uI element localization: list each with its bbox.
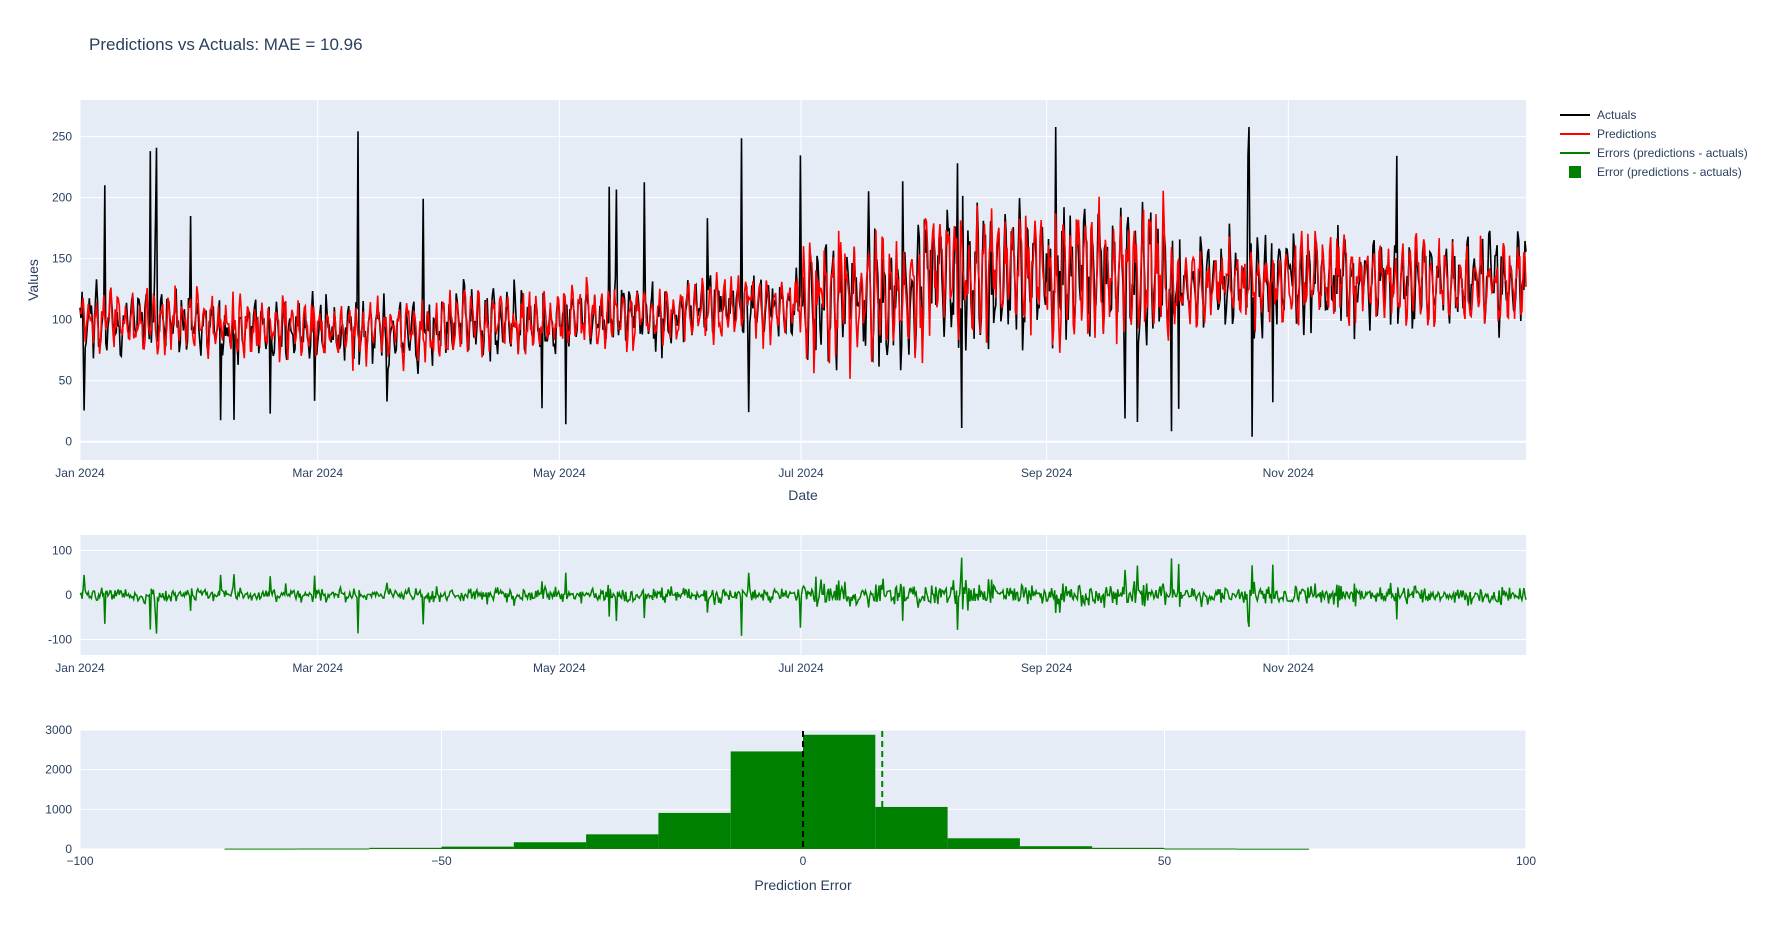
series-line-predictions [79,190,1527,379]
legend-item-label: Error (predictions - actuals) [1597,165,1742,179]
histogram-bar [1164,848,1237,850]
y-tick-label: 1000 [45,802,72,816]
histogram-bar [296,848,370,850]
histogram-bar [1019,846,1093,849]
x-tick-label: May 2024 [533,661,586,675]
y-tick-label: 2000 [45,763,72,777]
legend-item-label: Actuals [1597,108,1636,122]
x-tick-label: 50 [1158,854,1172,868]
x-tick-label: Jan 2024 [55,466,105,480]
histogram-bar [875,806,948,849]
y-tick-label: 50 [59,374,73,388]
x-tick-label: Mar 2024 [292,466,343,480]
x-tick-label: Jul 2024 [778,661,824,675]
y-tick-label: 100 [52,544,72,558]
histogram-bar [1236,848,1310,850]
x-tick-label: 0 [800,854,807,868]
y-tick-label: 0 [65,842,72,856]
histogram-bar [803,734,876,849]
x-axis-title: Date [788,487,818,503]
series-line-errors [79,557,1527,636]
y-tick-label: 100 [52,313,72,327]
x-tick-label: Nov 2024 [1263,661,1315,675]
legend-item-label: Errors (predictions - actuals) [1597,146,1748,160]
legend: Actuals Predictions Errors (predictions - … [1560,108,1748,179]
y-tick-label: 150 [52,252,72,266]
histogram-bar [947,838,1020,849]
x-tick-label: 100 [1516,854,1536,868]
x-tick-label: Jan 2024 [55,661,105,675]
y-tick-label: 250 [52,130,72,144]
x-tick-label: Sep 2024 [1021,466,1073,480]
y-tick-label: 3000 [45,723,72,737]
x-tick-label: Jul 2024 [778,466,824,480]
x-axis-title: Prediction Error [754,877,852,893]
histogram-bar [658,812,731,849]
legend-item-label: Predictions [1597,127,1656,141]
y-tick-label: -100 [48,632,72,646]
y-tick-label: 200 [52,191,72,205]
histogram-bar [513,842,587,849]
x-tick-label: −100 [66,854,93,868]
histogram-bar [730,751,803,849]
y-tick-label: 0 [65,435,72,449]
x-tick-label: Sep 2024 [1021,661,1073,675]
x-tick-label: May 2024 [533,466,586,480]
histogram-bar [441,846,514,849]
legend-square-swatch [1569,166,1581,178]
x-tick-label: Mar 2024 [292,661,343,675]
histogram-bar [369,847,442,849]
histogram-bar [1092,847,1165,849]
histogram-bar [224,848,297,850]
y-axis-title: Values [25,259,41,301]
x-tick-label: Nov 2024 [1263,466,1315,480]
x-tick-label: −50 [431,854,452,868]
y-tick-label: 0 [65,588,72,602]
chart-title: Predictions vs Actuals: MAE = 10.96 [89,35,363,54]
histogram-bar [586,834,659,849]
